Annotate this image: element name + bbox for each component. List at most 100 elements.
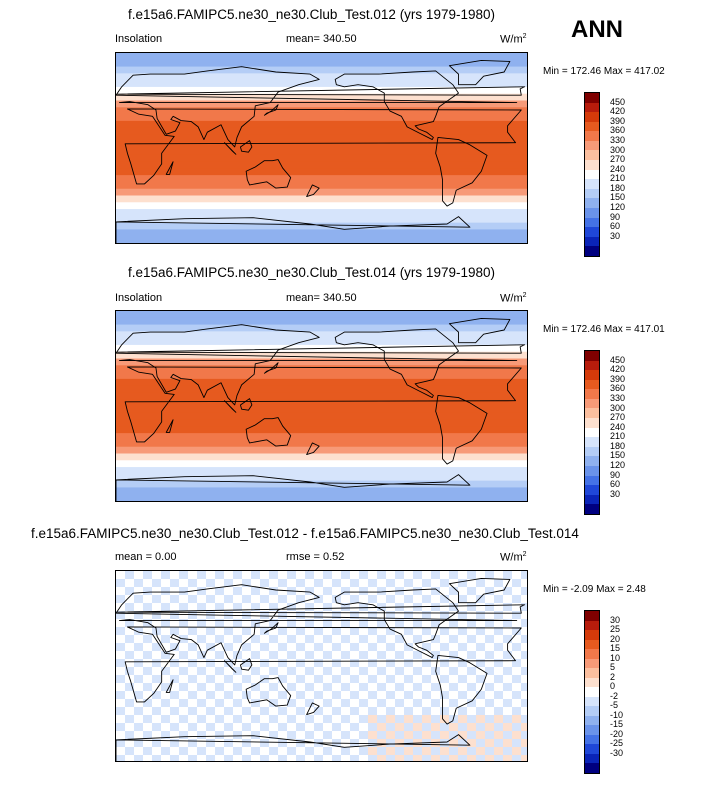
difference-cell: [215, 579, 224, 587]
panel-2-variable-label: Insolation: [115, 292, 163, 304]
difference-cell: [125, 755, 134, 761]
difference-cell: [332, 659, 341, 667]
difference-cell: [494, 651, 503, 659]
difference-cell: [512, 739, 521, 747]
latitude-band: [116, 412, 527, 421]
difference-cell: [485, 747, 494, 755]
coastline: [124, 626, 522, 703]
difference-cell: [305, 603, 314, 611]
difference-cell: [314, 603, 323, 611]
difference-cell: [233, 683, 242, 691]
difference-cell: [503, 755, 512, 761]
difference-cell: [116, 659, 125, 667]
difference-cell: [305, 675, 314, 683]
difference-cell: [413, 627, 422, 635]
difference-cell: [125, 595, 134, 603]
colorbar-box: [585, 246, 599, 256]
difference-cell: [134, 731, 143, 739]
difference-cell: [215, 747, 224, 755]
difference-cell: [512, 691, 521, 699]
difference-cell: [314, 755, 323, 761]
difference-cell: [314, 723, 323, 731]
difference-cell: [287, 715, 296, 723]
difference-cell: [116, 571, 125, 579]
difference-cell: [431, 619, 440, 627]
difference-cell: [485, 707, 494, 715]
difference-cell: [314, 707, 323, 715]
difference-cell: [134, 675, 143, 683]
difference-cell: [224, 675, 233, 683]
difference-cell: [449, 651, 458, 659]
coastline: [116, 734, 471, 761]
difference-cell: [152, 571, 161, 579]
difference-cell: [521, 739, 527, 747]
difference-cell: [395, 683, 404, 691]
difference-cell: [521, 747, 527, 755]
difference-cell: [197, 675, 206, 683]
panel-1-mean-label: mean= 340.50: [286, 33, 357, 45]
difference-cell: [260, 619, 269, 627]
difference-cell: [305, 699, 314, 707]
difference-cell: [215, 699, 224, 707]
difference-cell: [134, 667, 143, 675]
difference-cell: [170, 643, 179, 651]
difference-cell: [512, 683, 521, 691]
difference-cell: [521, 715, 527, 723]
difference-cell: [368, 627, 377, 635]
difference-cell: [260, 723, 269, 731]
difference-cell: [251, 723, 260, 731]
difference-cell: [485, 715, 494, 723]
difference-cell: [494, 739, 503, 747]
difference-cell: [350, 579, 359, 587]
difference-cell: [269, 731, 278, 739]
difference-cell: [134, 707, 143, 715]
difference-cell: [251, 587, 260, 595]
difference-cell: [404, 675, 413, 683]
colorbar-tick-label: 5: [610, 662, 616, 673]
difference-cell: [242, 707, 251, 715]
coastline: [263, 362, 279, 374]
difference-cell: [197, 651, 206, 659]
difference-cell: [314, 675, 323, 683]
difference-cell: [323, 691, 332, 699]
latitude-band: [116, 406, 527, 414]
difference-cell: [440, 651, 449, 659]
difference-cell: [494, 595, 503, 603]
difference-cell: [278, 675, 287, 683]
coastline: [263, 104, 279, 116]
difference-cell: [350, 651, 359, 659]
colorbar-tick-label: 60: [610, 479, 621, 490]
difference-cell: [143, 691, 152, 699]
difference-cell: [377, 747, 386, 755]
difference-cell: [323, 651, 332, 659]
difference-cell: [467, 715, 476, 723]
difference-cell: [386, 627, 395, 635]
difference-cell: [224, 635, 233, 643]
panel-2-units: W/m2: [500, 292, 527, 305]
difference-cell: [350, 723, 359, 731]
difference-cell: [476, 603, 485, 611]
difference-cell: [278, 571, 287, 579]
difference-cell: [386, 619, 395, 627]
difference-cell: [422, 699, 431, 707]
panel-3-minmax: Min = -2.09 Max = 2.48: [543, 584, 646, 595]
difference-cell: [341, 667, 350, 675]
difference-cell: [143, 635, 152, 643]
difference-cell: [422, 691, 431, 699]
difference-cell: [332, 747, 341, 755]
colorbar-box: [585, 227, 599, 237]
difference-cell: [197, 747, 206, 755]
difference-cell: [224, 595, 233, 603]
difference-cell: [368, 691, 377, 699]
colorbar-tick-label: 180: [610, 182, 626, 193]
difference-cell: [368, 619, 377, 627]
difference-cell: [287, 755, 296, 761]
difference-cell: [467, 619, 476, 627]
difference-cell: [449, 635, 458, 643]
difference-cell: [404, 659, 413, 667]
difference-cell: [458, 707, 467, 715]
colorbar-box: [585, 112, 599, 122]
difference-cell: [143, 659, 152, 667]
difference-cell: [206, 747, 215, 755]
colorbar-tick-label: 360: [610, 125, 626, 136]
